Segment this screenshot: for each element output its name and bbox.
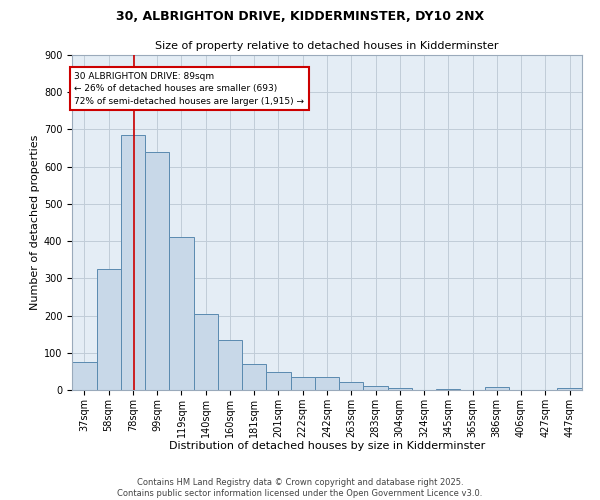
Bar (194, 314, 218, 390)
Bar (121, 135, 145, 390)
Bar (436, 388, 460, 390)
Bar (218, 340, 242, 390)
Text: 30, ALBRIGHTON DRIVE, KIDDERMINSTER, DY10 2NX: 30, ALBRIGHTON DRIVE, KIDDERMINSTER, DY1… (116, 10, 484, 23)
Y-axis label: Number of detached properties: Number of detached properties (29, 135, 40, 310)
Bar (557, 388, 582, 390)
Bar (485, 387, 509, 390)
Bar (388, 388, 412, 390)
X-axis label: Distribution of detached houses by size in Kidderminster: Distribution of detached houses by size … (169, 442, 485, 452)
Text: Contains HM Land Registry data © Crown copyright and database right 2025.
Contai: Contains HM Land Registry data © Crown c… (118, 478, 482, 498)
Bar (72, 362, 97, 390)
Bar (340, 382, 363, 390)
Bar (242, 364, 266, 390)
Bar (291, 377, 314, 390)
Bar (145, 152, 169, 390)
Bar (97, 269, 121, 390)
Bar (169, 238, 194, 390)
Bar (363, 386, 388, 390)
Text: 30 ALBRIGHTON DRIVE: 89sqm
← 26% of detached houses are smaller (693)
72% of sem: 30 ALBRIGHTON DRIVE: 89sqm ← 26% of deta… (74, 72, 304, 106)
Title: Size of property relative to detached houses in Kidderminster: Size of property relative to detached ho… (155, 42, 499, 51)
Bar (266, 372, 291, 390)
Bar (314, 377, 340, 390)
